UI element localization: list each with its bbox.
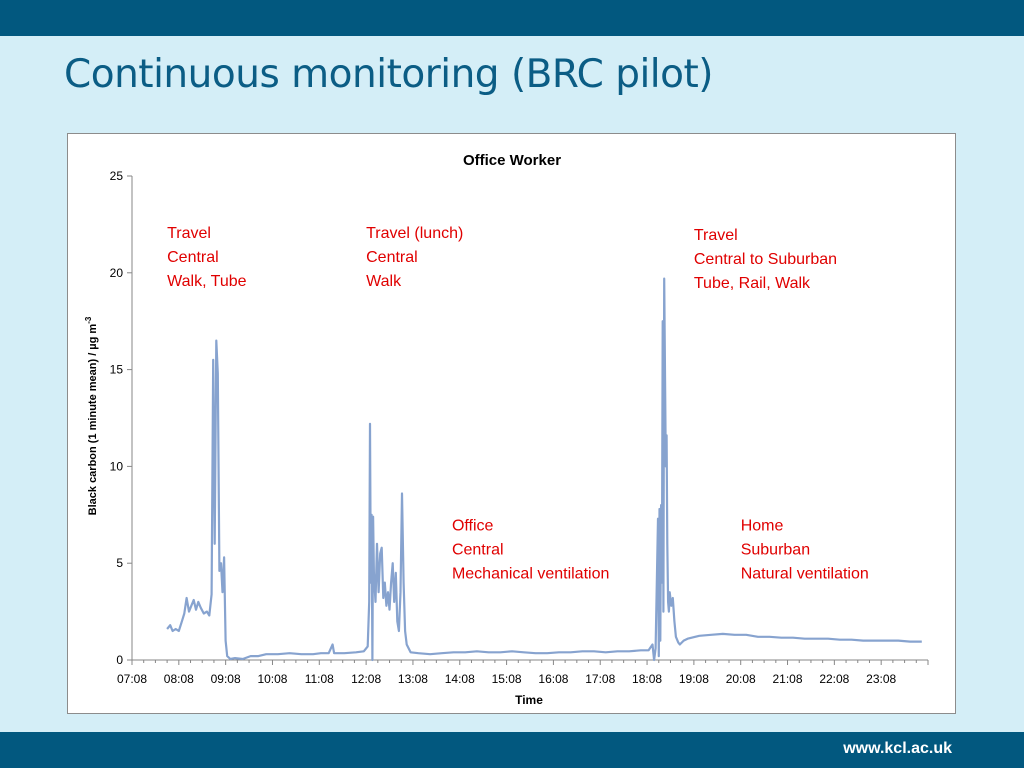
annotation-line: Mechanical ventilation [452, 565, 609, 582]
axes: 0 5 10 15 20 25 07:08 08:08 09:08 10:08 11:08 12:08… [110, 169, 929, 686]
x-tick-label: 15:08 [492, 672, 522, 686]
slide-title: Continuous monitoring (BRC pilot) [64, 52, 714, 97]
annotation-line: Tube, Rail, Walk [694, 275, 811, 292]
annotation-line: Central [366, 249, 418, 266]
y-tick-label: 0 [116, 653, 123, 667]
x-tick-label: 14:08 [445, 672, 475, 686]
annotation-line: Central [452, 541, 504, 558]
annotation-line: Walk [366, 273, 402, 290]
annotation: Office Central Mechanical ventilation [452, 517, 609, 582]
chart-title: Office Worker [463, 152, 561, 169]
black-carbon-chart: Office Worker Time Black carbon (1 minut… [84, 152, 929, 707]
bottom-banner: www.kcl.ac.uk [0, 732, 1024, 768]
annotation-line: Suburban [741, 541, 810, 558]
x-tick-label: 12:08 [351, 672, 381, 686]
annotation-line: Home [741, 517, 784, 534]
x-tick-label: 13:08 [398, 672, 428, 686]
x-tick-label: 22:08 [819, 672, 849, 686]
y-axis-label-superscript: -3 [84, 316, 93, 324]
y-tick-label: 5 [116, 556, 123, 570]
annotation-line: Travel [694, 227, 738, 244]
x-tick-label: 08:08 [164, 672, 194, 686]
annotation: Travel Central Walk, Tube [167, 225, 247, 290]
y-tick-label: 15 [110, 363, 124, 377]
x-tick-label: 10:08 [257, 672, 287, 686]
x-tick-label: 19:08 [679, 672, 709, 686]
x-tick-label: 20:08 [726, 672, 756, 686]
annotation-line: Walk, Tube [167, 273, 247, 290]
footer-url[interactable]: www.kcl.ac.uk [843, 740, 952, 757]
annotation-line: Central [167, 249, 219, 266]
x-axis-label: Time [515, 693, 543, 707]
annotation-line: Central to Suburban [694, 251, 837, 268]
chart-frame: Office Worker Time Black carbon (1 minut… [67, 133, 956, 714]
black-carbon-series-line [166, 277, 922, 662]
top-banner [0, 0, 1024, 36]
annotation-line: Travel (lunch) [366, 225, 463, 242]
plot-area [166, 277, 922, 662]
annotation: Travel (lunch) Central Walk [366, 225, 463, 290]
x-tick-label: 17:08 [585, 672, 615, 686]
annotation: Travel Central to Suburban Tube, Rail, Wal… [694, 227, 837, 292]
y-axis-label-text: Black carbon (1 minute mean) / µg m [87, 324, 99, 516]
x-tick-label: 09:08 [211, 672, 241, 686]
y-tick-label: 20 [110, 266, 124, 280]
annotation-line: Office [452, 517, 494, 534]
annotation-line: Travel [167, 225, 211, 242]
y-tick-label: 10 [110, 459, 124, 473]
x-tick-label: 21:08 [773, 672, 803, 686]
x-tick-label: 23:08 [866, 672, 896, 686]
y-tick-label: 25 [110, 169, 124, 183]
x-tick-label: 18:08 [632, 672, 662, 686]
annotation-line: Natural ventilation [741, 565, 869, 582]
x-tick-label: 07:08 [117, 672, 147, 686]
x-tick-label: 11:08 [305, 672, 334, 686]
y-axis-label: Black carbon (1 minute mean) / µg m-3 [84, 316, 99, 515]
annotation: Home Suburban Natural ventilation [741, 517, 869, 582]
x-tick-label: 16:08 [538, 672, 568, 686]
annotations: Travel Central Walk, Tube Travel (lunch) Cen… [167, 225, 869, 582]
